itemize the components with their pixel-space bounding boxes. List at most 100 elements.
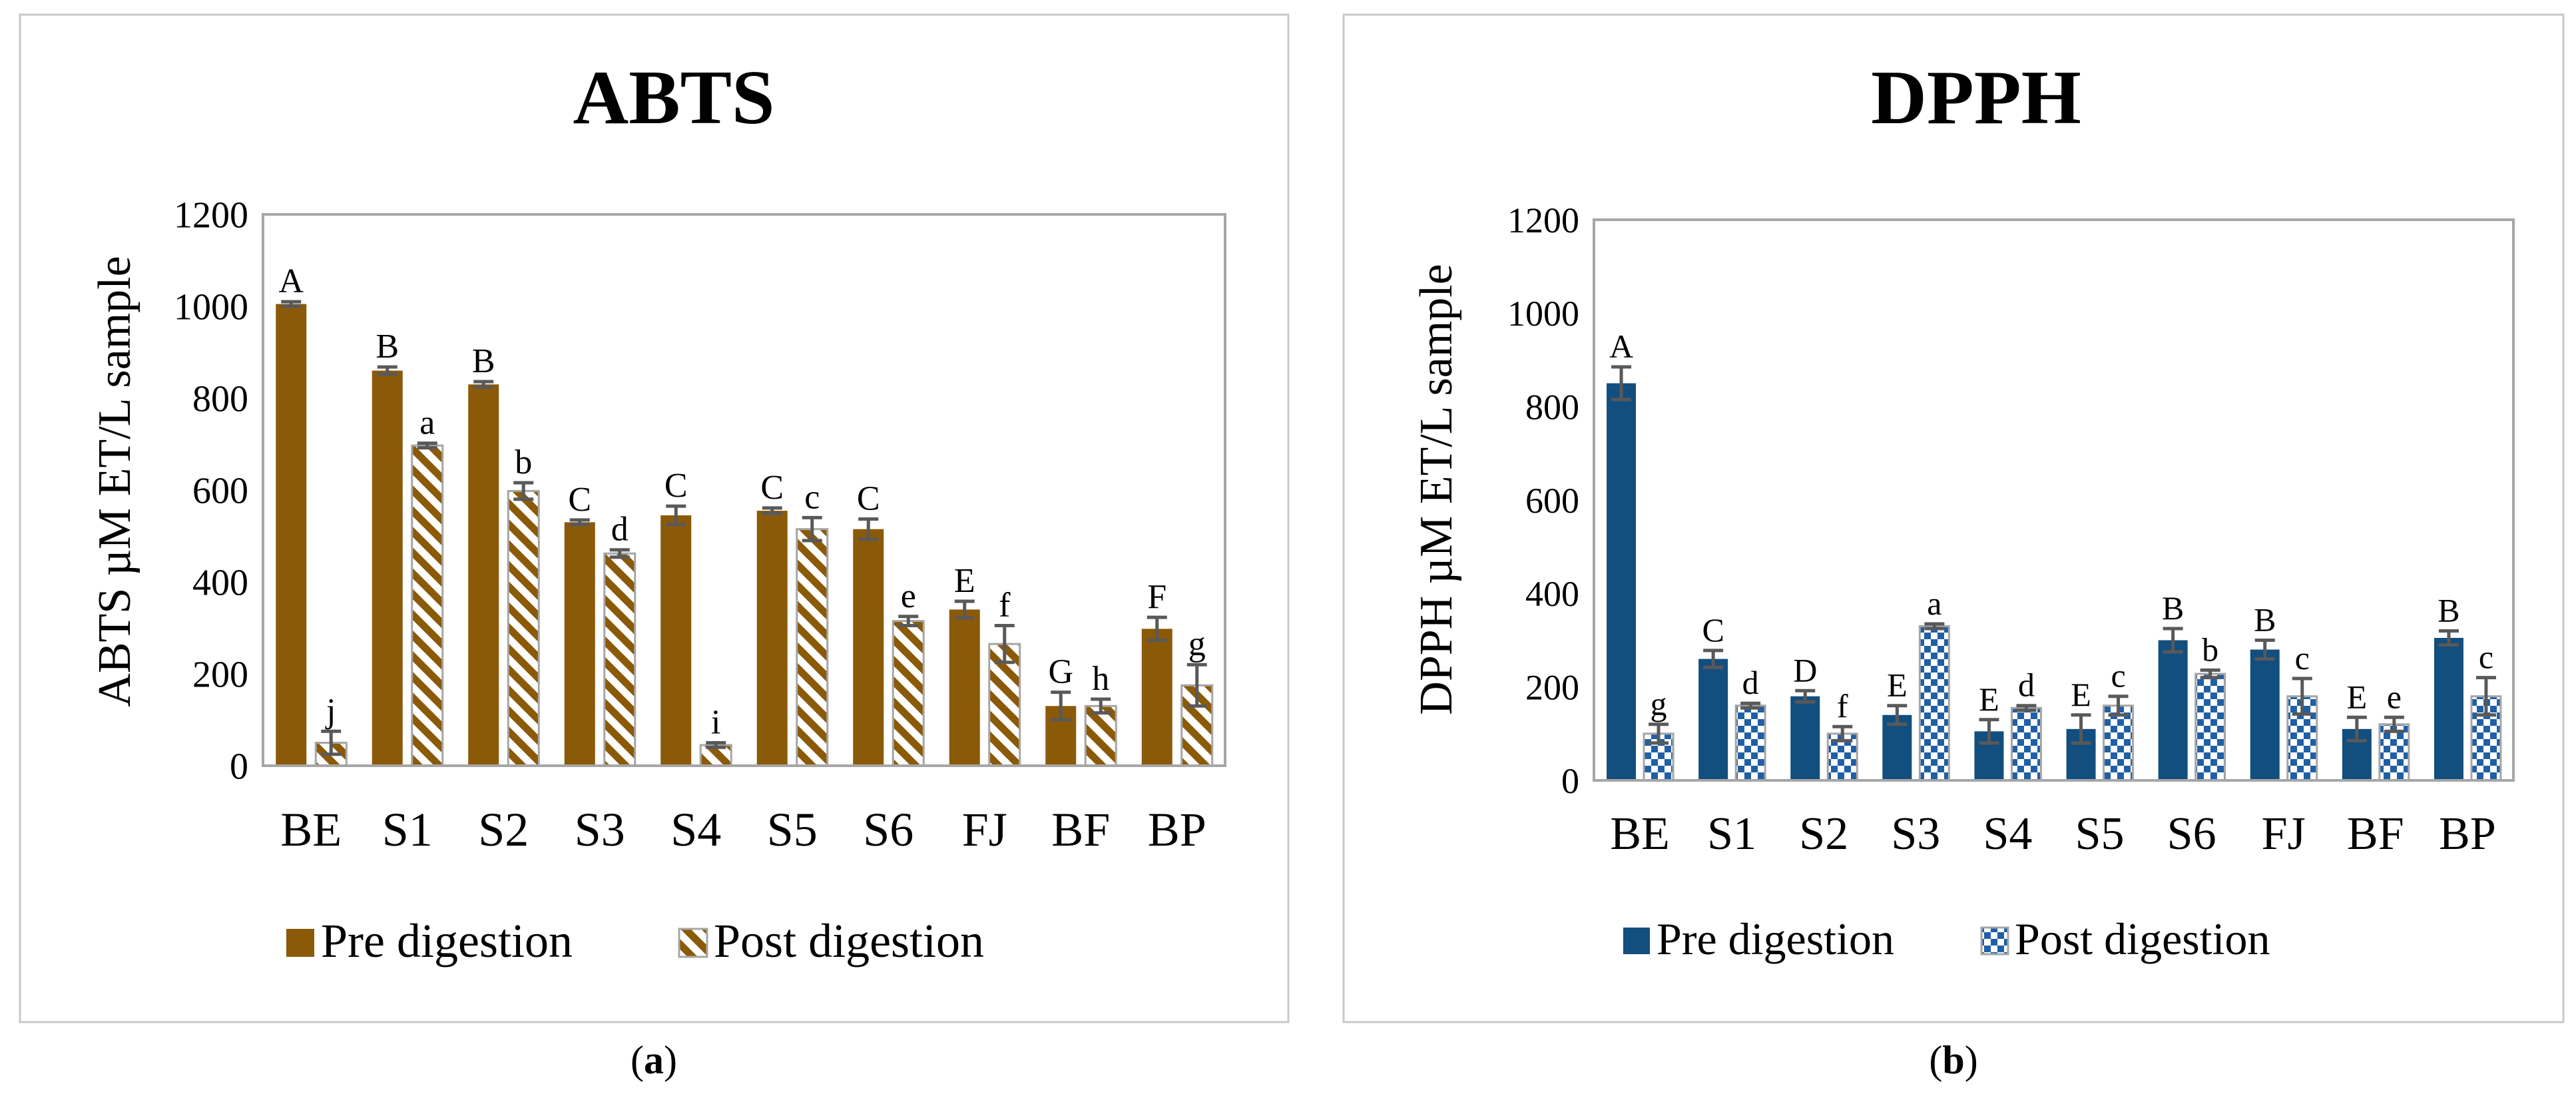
x-category-label: S3 — [575, 803, 625, 856]
bar-post-digestion — [2103, 704, 2135, 782]
y-tick-label: 200 — [1525, 668, 1579, 708]
significance-letter: B — [376, 328, 399, 366]
x-category-label: BE — [280, 803, 342, 856]
error-bar — [1051, 690, 1071, 722]
y-tick-label: 800 — [1525, 388, 1579, 427]
significance-letter: E — [954, 562, 975, 600]
significance-letter: d — [611, 511, 629, 549]
x-category-label: S5 — [767, 803, 818, 856]
x-category-label: S1 — [1707, 808, 1756, 860]
significance-letter: C — [664, 467, 688, 505]
x-category-label: S6 — [863, 803, 913, 856]
significance-letter: G — [1048, 653, 1073, 691]
legend-swatch-pre — [286, 929, 314, 957]
bar-post-digestion — [603, 552, 637, 767]
error-bar — [417, 441, 437, 450]
significance-letter: E — [1887, 667, 1908, 704]
significance-letter: C — [1702, 611, 1724, 649]
significance-letter: B — [472, 342, 495, 380]
error-bar — [2200, 668, 2220, 680]
legend-swatch-post — [1980, 926, 2009, 956]
bars — [276, 304, 1214, 767]
y-tick-label: 1200 — [1507, 200, 1579, 240]
error-bar — [377, 365, 397, 376]
significance-letter: g — [1188, 625, 1206, 663]
error-bar — [2384, 715, 2404, 733]
y-axis-ticks: 0 200 400 600 800 1000 1200 — [1507, 200, 1579, 801]
significance-letter: E — [1979, 681, 1999, 718]
bar-pre-digestion — [756, 511, 788, 766]
error-bar — [569, 518, 590, 527]
error-bar — [2346, 715, 2367, 742]
error-bar — [1740, 701, 1761, 710]
significance-letter: C — [857, 479, 880, 517]
error-bar — [802, 515, 822, 543]
x-category-label: S5 — [2075, 808, 2125, 860]
error-bar — [2163, 627, 2183, 654]
error-bar — [1795, 688, 1816, 704]
y-tick-label: 800 — [192, 379, 248, 420]
significance-letter: d — [1742, 664, 1759, 701]
y-tick-label: 1000 — [1507, 294, 1579, 334]
x-category-label: BP — [2439, 808, 2496, 860]
bar-post-digestion — [2010, 706, 2042, 782]
significance-letter: g — [1651, 685, 1667, 722]
error-bar — [1147, 615, 1167, 643]
x-axis-categories: BE S1 S2 S3 S4 S5 S6 FJ BF BP — [280, 803, 1206, 856]
bar-post-digestion — [796, 528, 829, 767]
significance-letter: e — [2387, 678, 2402, 715]
chart-title: DPPH — [1871, 55, 2081, 140]
x-category-label: BF — [2347, 808, 2404, 860]
y-tick-label: 1000 — [174, 287, 248, 328]
error-bar — [2254, 639, 2275, 661]
bars — [1607, 383, 2502, 782]
error-bars — [281, 300, 1207, 756]
error-bar — [762, 506, 782, 515]
chart-panel-dpph: DPPH DPPH µM ET/L sample 0 200 400 600 800 10… — [1342, 13, 2565, 1023]
panel-caption-b: (b) — [1929, 1038, 1977, 1082]
x-category-label: S2 — [1799, 808, 1848, 860]
error-bar — [1186, 663, 1207, 708]
y-tick-label: 0 — [1561, 761, 1579, 801]
bar-pre-digestion — [1607, 383, 1637, 780]
significance-letter: b — [2202, 631, 2218, 668]
error-bar — [1611, 365, 1632, 402]
significance-letter: C — [760, 469, 784, 507]
x-category-label: BP — [1148, 803, 1206, 856]
significance-letter: F — [1147, 578, 1166, 616]
bar-post-digestion — [507, 489, 540, 767]
x-category-label: BE — [1610, 808, 1669, 860]
significance-letter: b — [515, 443, 532, 481]
y-tick-label: 400 — [1525, 574, 1579, 614]
error-bar — [1832, 724, 1853, 742]
error-bar — [2438, 629, 2459, 647]
x-category-label: FJ — [2262, 808, 2306, 860]
bar-pre-digestion — [2250, 649, 2280, 780]
bar-pre-digestion — [468, 384, 499, 766]
y-tick-label: 0 — [230, 746, 248, 788]
error-bars — [1611, 365, 2496, 745]
error-bar — [858, 517, 879, 541]
y-tick-label: 600 — [1525, 481, 1579, 521]
significance-letter: d — [2018, 667, 2035, 704]
error-bar — [706, 741, 726, 749]
significance-letter: a — [419, 404, 435, 442]
error-bar — [1091, 697, 1111, 715]
significance-letter: B — [2438, 591, 2459, 629]
chart-title: ABTS — [573, 55, 774, 140]
bar-pre-digestion — [949, 609, 980, 766]
x-category-label: S4 — [1983, 808, 2032, 860]
y-axis-ticks: 0 200 400 600 800 1000 1200 — [174, 195, 248, 788]
bar-pre-digestion — [1141, 629, 1172, 766]
bar-pre-digestion — [2158, 640, 2188, 780]
y-axis-label: DPPH µM ET/L sample — [1411, 264, 1462, 714]
x-category-label: FJ — [962, 803, 1007, 856]
error-bar — [954, 599, 975, 620]
significance-letter: c — [2479, 639, 2493, 676]
error-bar — [1979, 718, 1999, 745]
y-tick-label: 400 — [192, 563, 248, 604]
plot-area-frame — [262, 213, 1226, 767]
y-tick-label: 200 — [192, 655, 248, 696]
legend-label-pre: Pre digestion — [321, 914, 573, 967]
